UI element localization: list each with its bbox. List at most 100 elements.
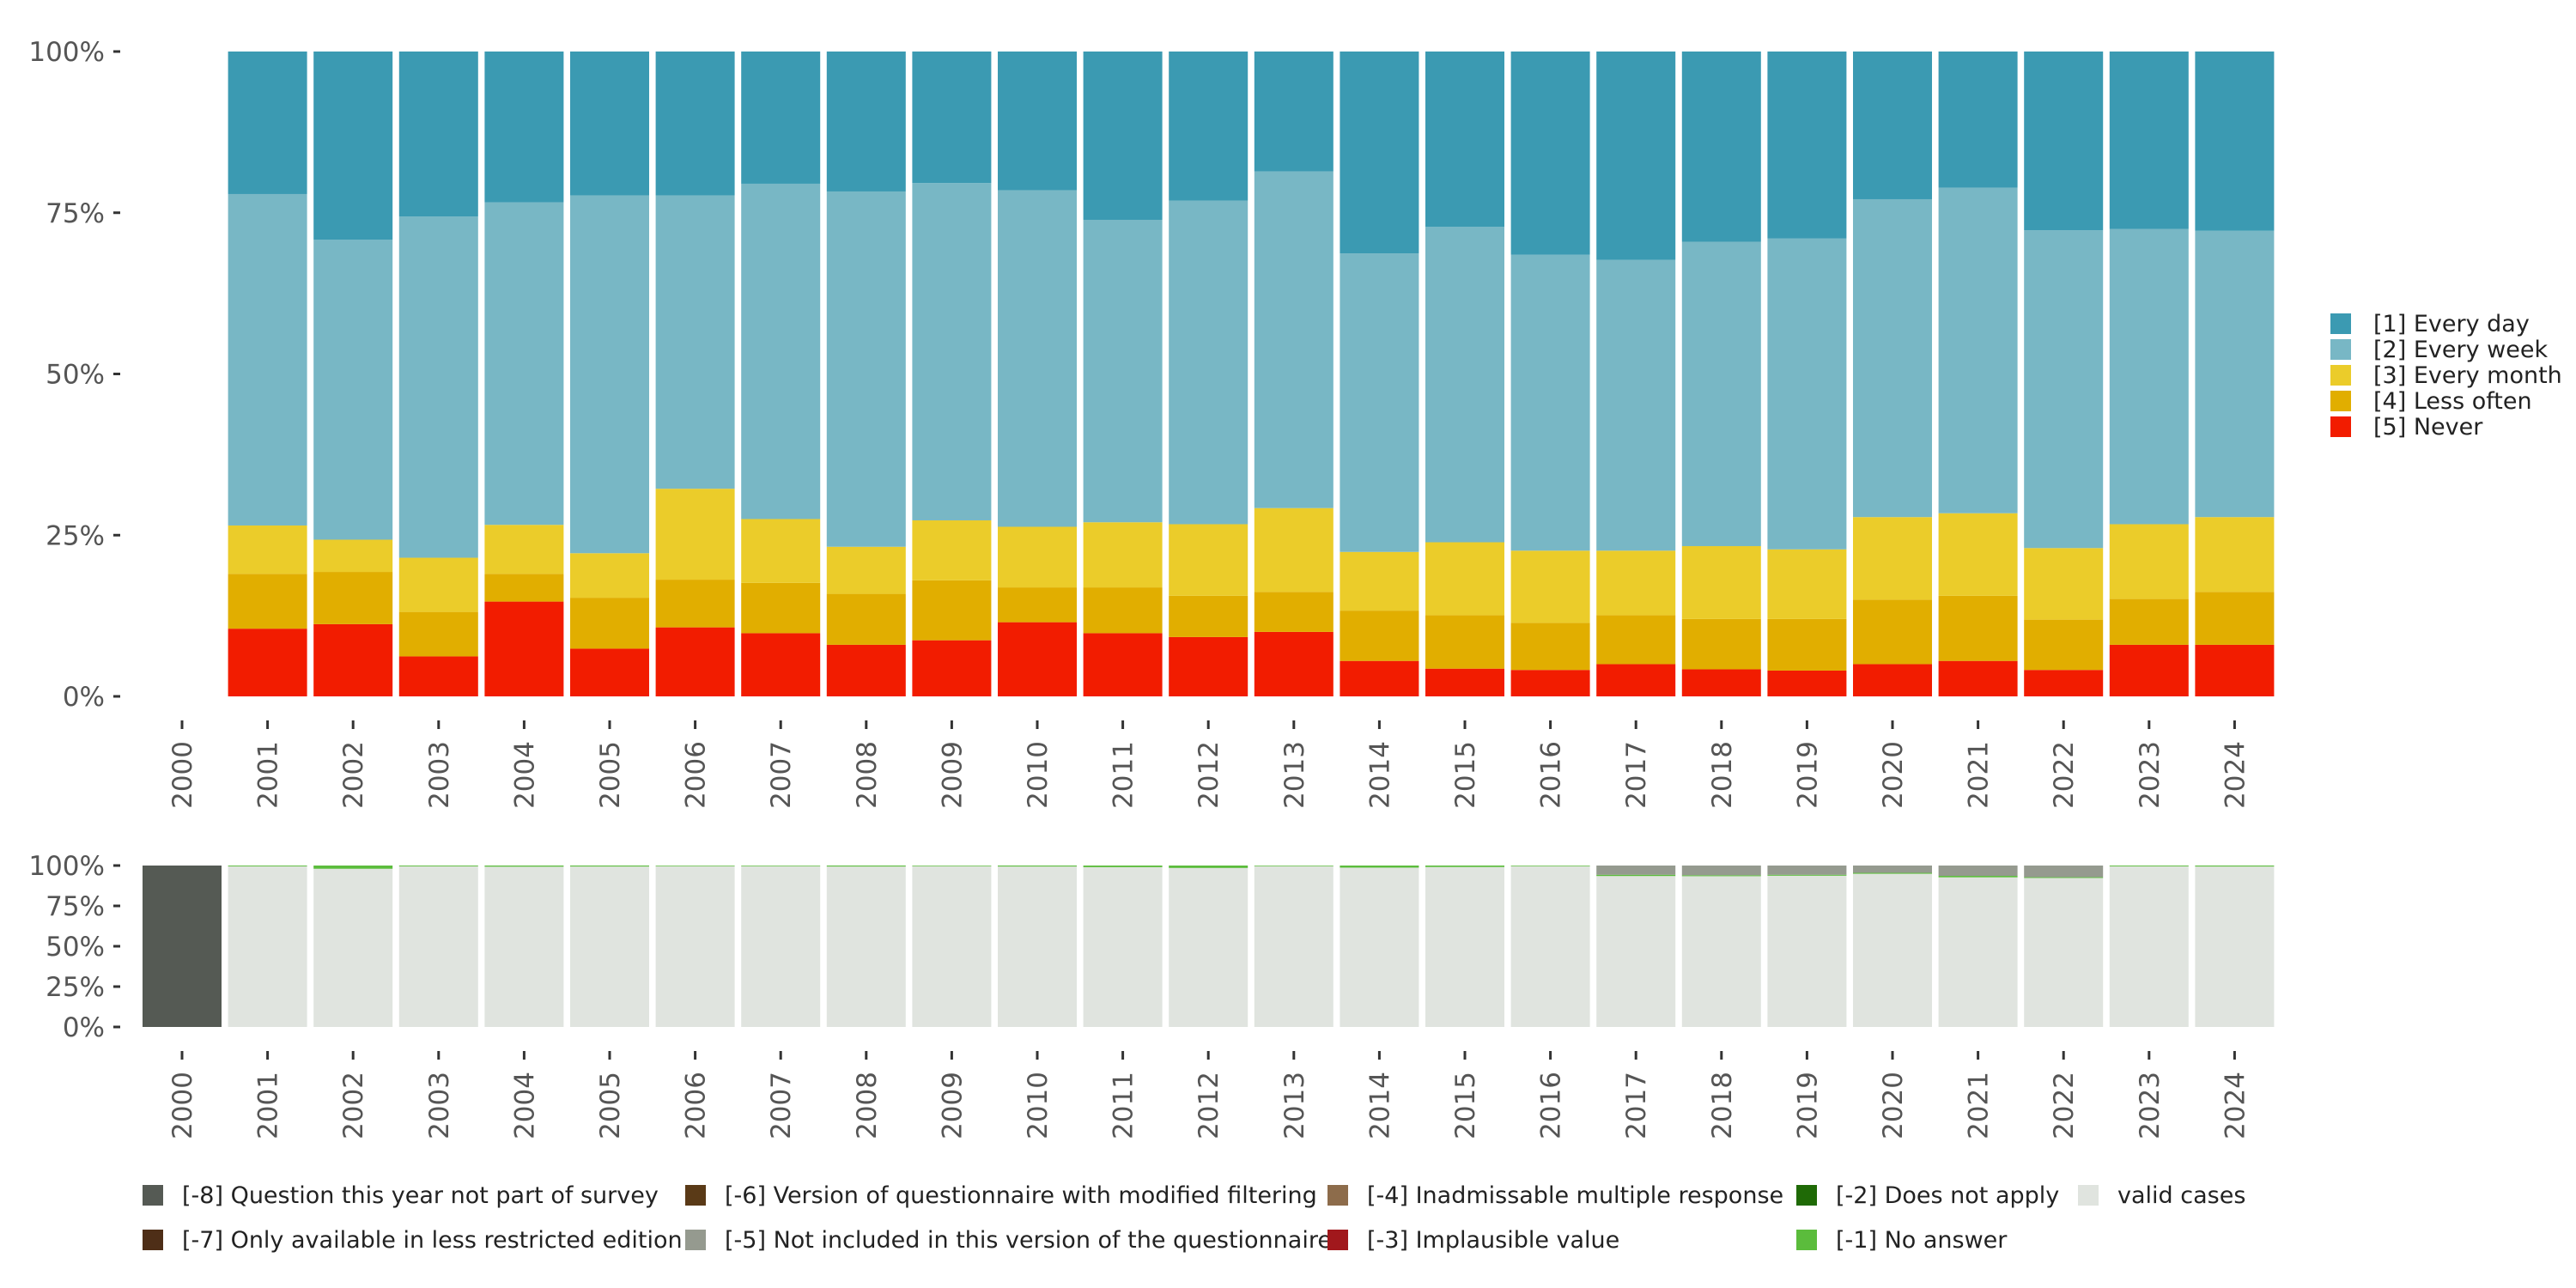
bar-5-never-2007 — [741, 633, 821, 696]
bar-valid-cases-2014 — [1340, 867, 1419, 1027]
bar-2-every-week-2007 — [741, 183, 821, 519]
bar-1-every-day-2014 — [1340, 52, 1419, 254]
legend-swatch — [1327, 1230, 1348, 1250]
legend-swatch — [1327, 1185, 1348, 1206]
bar-3-every-month-2015 — [1425, 542, 1504, 616]
x-tick-label: 2021 — [1964, 1072, 1995, 1139]
bar-valid-cases-2016 — [1510, 866, 1590, 1027]
x-tick-label: 2017 — [1621, 741, 1652, 809]
bar-1-no-answer-2017 — [1596, 874, 1676, 877]
y-tick-label: 25% — [46, 972, 105, 1003]
bar-valid-cases-2019 — [1767, 875, 1847, 1027]
bar-5-not-included-in-this-version-of-the-questionnaire-2017 — [1596, 866, 1676, 875]
bar-5-never-2018 — [1681, 669, 1761, 696]
bar-valid-cases-2011 — [1083, 866, 1163, 1027]
bar-1-every-day-2019 — [1767, 52, 1847, 239]
chart-panel-missing: 0% 25% 50% 75% 100% 2000 2001 2002 2003 2004 2005 2… — [28, 851, 2275, 1139]
bar-5-not-included-in-this-version-of-the-questionnaire-2019 — [1767, 866, 1847, 875]
x-tick-label: 2024 — [2220, 1072, 2251, 1139]
bar-2-every-week-2004 — [484, 202, 564, 526]
bar-1-no-answer-2018 — [1681, 875, 1761, 877]
bar-2-every-week-2024 — [2195, 230, 2275, 518]
bar-valid-cases-2007 — [741, 866, 821, 1027]
x-tick-label: 2020 — [1878, 741, 1909, 809]
bar-4-less-often-2011 — [1083, 587, 1163, 634]
bar-3-every-month-2016 — [1510, 550, 1590, 623]
bar-1-no-answer-2020 — [1853, 872, 1932, 874]
bar-5-not-included-in-this-version-of-the-questionnaire-2022 — [2024, 866, 2104, 878]
x-tick-label: 2009 — [937, 741, 968, 809]
bar-4-less-often-2007 — [741, 582, 821, 634]
legend-label: [2] Every week — [2373, 337, 2548, 363]
bar-5-never-2013 — [1254, 631, 1334, 696]
x-tick-label: 2007 — [766, 741, 797, 809]
legend-swatch — [1796, 1230, 1817, 1250]
legend-label: [-5] Not included in this version of the… — [725, 1227, 1332, 1254]
bar-1-every-day-2010 — [998, 52, 1077, 191]
bar-4-less-often-2005 — [570, 598, 649, 649]
x-tick-label: 2006 — [681, 1072, 712, 1139]
x-tick-label: 2011 — [1109, 1072, 1139, 1139]
bar-4-less-often-2003 — [398, 611, 478, 657]
y-tick-label: 75% — [46, 891, 105, 922]
legend-swatch — [143, 1185, 163, 1206]
x-tick-label: 2012 — [1194, 741, 1224, 809]
legend-label: [-3] Implausible value — [1367, 1227, 1619, 1254]
bar-2-every-week-2018 — [1681, 241, 1761, 547]
bar-valid-cases-2009 — [912, 866, 992, 1027]
bar-1-every-day-2022 — [2024, 52, 2104, 231]
bar-2-every-week-2014 — [1340, 253, 1419, 552]
bar-3-every-month-2008 — [826, 546, 906, 594]
bar-3-every-month-2006 — [655, 489, 735, 580]
legend-swatch — [685, 1185, 706, 1206]
x-tick-label: 2015 — [1450, 1072, 1481, 1139]
bar-5-never-2003 — [398, 656, 478, 696]
x-tick-label: 2016 — [1536, 741, 1567, 809]
bar-5-not-included-in-this-version-of-the-questionnaire-2018 — [1681, 866, 1761, 876]
x-tick-label: 2006 — [681, 741, 712, 809]
bar-5-never-2009 — [912, 640, 992, 696]
bar-2-every-week-2005 — [570, 195, 649, 554]
legend-swatch — [2078, 1185, 2099, 1206]
bar-2-every-week-2017 — [1596, 259, 1676, 551]
bar-5-never-2004 — [484, 601, 564, 696]
bar-4-less-often-2019 — [1767, 618, 1847, 671]
bar-1-every-day-2015 — [1425, 52, 1504, 228]
bar-3-every-month-2005 — [570, 553, 649, 598]
bar-valid-cases-2021 — [1938, 877, 2018, 1027]
x-tick-label: 2022 — [2049, 741, 2080, 809]
bar-2-every-week-2019 — [1767, 238, 1847, 550]
bar-2-every-week-2016 — [1510, 254, 1590, 551]
bar-1-every-day-2017 — [1596, 52, 1676, 260]
x-tick-label: 2013 — [1279, 741, 1310, 809]
bar-2-every-week-2002 — [313, 240, 393, 540]
bar-3-every-month-2007 — [741, 519, 821, 583]
bar-5-never-2017 — [1596, 664, 1676, 696]
bar-1-every-day-2004 — [484, 52, 564, 203]
legend-swatch — [143, 1230, 163, 1250]
bar-5-never-2006 — [655, 627, 735, 696]
legend-label: [3] Every month — [2373, 362, 2562, 389]
x-tick-label: 2004 — [509, 741, 540, 809]
legend-label: [-4] Inadmissable multiple response — [1367, 1182, 1783, 1209]
bar-5-never-2020 — [1853, 664, 1932, 696]
bar-1-every-day-2003 — [398, 52, 478, 217]
bar-1-every-day-2021 — [1938, 52, 2018, 188]
x-tick-label: 2022 — [2049, 1072, 2080, 1139]
legend-label: [-7] Only available in less restricted e… — [182, 1227, 683, 1254]
bar-5-never-2001 — [228, 629, 307, 696]
bar-1-no-answer-2012 — [1169, 866, 1249, 868]
bar-3-every-month-2024 — [2195, 517, 2275, 592]
bar-3-every-month-2009 — [912, 519, 992, 580]
bar-4-less-often-2020 — [1853, 599, 1932, 665]
x-tick-label: 2013 — [1279, 1072, 1310, 1139]
bar-5-never-2008 — [826, 644, 906, 696]
bar-1-every-day-2001 — [228, 52, 307, 194]
bar-3-every-month-2017 — [1596, 550, 1676, 616]
bar-3-every-month-2021 — [1938, 513, 2018, 596]
x-tick-label: 2018 — [1707, 741, 1738, 809]
bar-2-every-week-2023 — [2109, 228, 2189, 525]
legend-swatch — [1796, 1185, 1817, 1206]
x-tick-label: 2002 — [338, 1072, 369, 1139]
bar-4-less-often-2017 — [1596, 615, 1676, 665]
